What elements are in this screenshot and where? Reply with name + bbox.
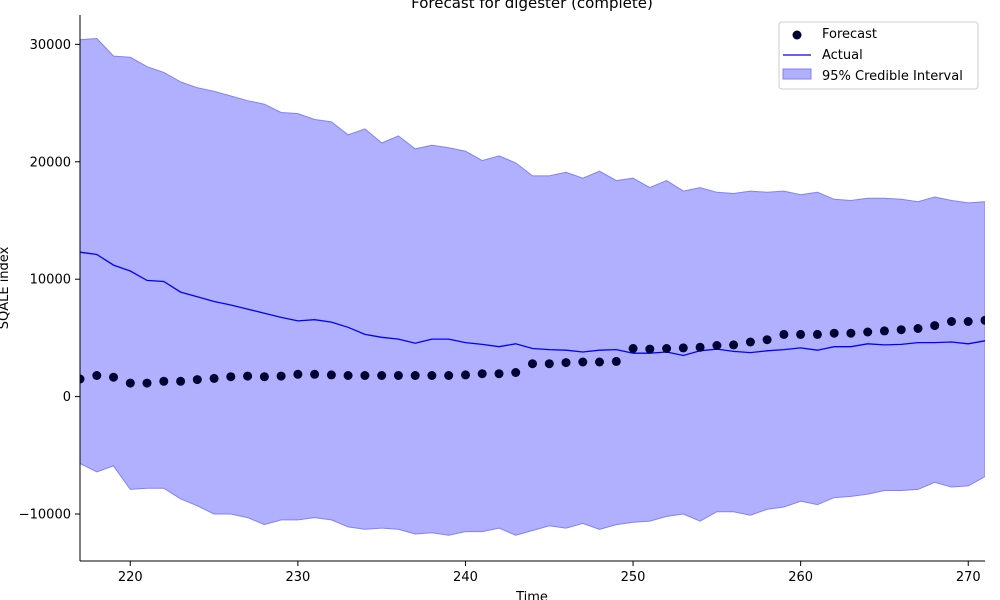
forecast-series-points xyxy=(80,315,985,388)
x-tick-label: 270 xyxy=(956,570,981,585)
forecast-point xyxy=(326,370,336,380)
forecast-point xyxy=(494,369,504,379)
y-tick-label: 30000 xyxy=(30,38,71,53)
forecast-point xyxy=(159,376,169,386)
forecast-point xyxy=(812,329,822,339)
forecast-point xyxy=(410,371,420,380)
y-tick-label: −10000 xyxy=(19,508,71,523)
forecast-point xyxy=(511,368,521,377)
axes: 220 230 240 250 260 270 −10000 0 10000 20000 3000… xyxy=(19,15,985,585)
forecast-point xyxy=(930,321,940,331)
forecast-point xyxy=(628,344,638,353)
forecast-point xyxy=(662,344,672,353)
x-tick-label: 220 xyxy=(118,570,143,585)
forecast-point xyxy=(109,372,118,382)
y-tick-label: 20000 xyxy=(30,155,71,170)
forecast-point xyxy=(310,369,320,379)
forecast-point xyxy=(561,358,571,368)
forecast-point xyxy=(293,369,303,379)
y-tick-label: 10000 xyxy=(30,273,71,288)
forecast-point xyxy=(125,378,135,388)
forecast-point xyxy=(209,373,219,383)
forecast-point xyxy=(611,356,621,366)
x-axis-label: Time xyxy=(515,590,548,600)
credible-interval-band xyxy=(80,37,985,536)
forecast-point xyxy=(695,342,705,352)
x-tick-label: 260 xyxy=(788,570,813,585)
forecast-point xyxy=(393,371,403,380)
forecast-point xyxy=(276,371,286,381)
y-tick-label: 0 xyxy=(63,390,71,405)
forecast-point xyxy=(712,341,722,350)
forecast-point xyxy=(377,371,387,380)
forecast-point xyxy=(796,329,806,339)
chart-title: Forecast for digester (complete) xyxy=(411,0,653,12)
forecast-point xyxy=(176,376,186,386)
legend-box xyxy=(778,21,979,90)
forecast-point xyxy=(645,344,655,354)
forecast-point xyxy=(578,357,588,367)
forecast-point xyxy=(729,340,739,350)
forecast-point xyxy=(595,357,604,367)
forecast-point xyxy=(461,370,470,380)
forecast-point xyxy=(544,359,554,369)
y-ticks: −10000 0 10000 20000 30000 xyxy=(19,38,80,523)
forecast-point xyxy=(444,371,454,380)
forecast-point xyxy=(762,335,772,345)
x-tick-label: 230 xyxy=(285,570,310,585)
forecast-point xyxy=(427,371,437,380)
x-ticks: 220 230 240 250 260 270 xyxy=(118,561,981,585)
forecast-point xyxy=(863,327,873,337)
forecast-point xyxy=(80,374,85,384)
forecast-point xyxy=(243,371,253,381)
forecast-point xyxy=(963,317,973,326)
forecast-point xyxy=(678,343,688,353)
forecast-point xyxy=(142,378,152,388)
forecast-point xyxy=(879,326,889,336)
forecast-point xyxy=(947,317,956,326)
x-tick-label: 250 xyxy=(621,570,646,585)
forecast-point xyxy=(779,329,789,339)
legend-actual-label: Actual xyxy=(822,48,863,63)
legend-interval-label: 95% Credible Interval xyxy=(822,69,963,84)
forecast-point xyxy=(980,315,985,325)
legend: Forecast Actual 95% Credible Interval xyxy=(778,21,979,90)
forecast-point xyxy=(829,328,839,338)
x-tick-label: 240 xyxy=(453,570,478,585)
forecast-point xyxy=(745,337,755,347)
legend-forecast-marker xyxy=(792,30,802,40)
forecast-point xyxy=(528,359,537,369)
forecast-point xyxy=(896,325,906,335)
forecast-point xyxy=(343,371,353,380)
y-axis-label: SQALE index xyxy=(0,246,12,329)
legend-forecast-label: Forecast xyxy=(822,27,877,42)
forecast-point xyxy=(360,371,370,380)
forecast-point xyxy=(226,372,236,382)
legend-interval-patch xyxy=(782,68,812,80)
actual-series-line xyxy=(80,251,985,357)
forecast-point xyxy=(846,328,856,338)
forecast-point xyxy=(92,371,102,380)
forecast-point xyxy=(192,375,202,385)
forecast-point xyxy=(913,324,923,333)
forecast-point xyxy=(259,372,269,382)
forecast-point xyxy=(477,369,487,379)
